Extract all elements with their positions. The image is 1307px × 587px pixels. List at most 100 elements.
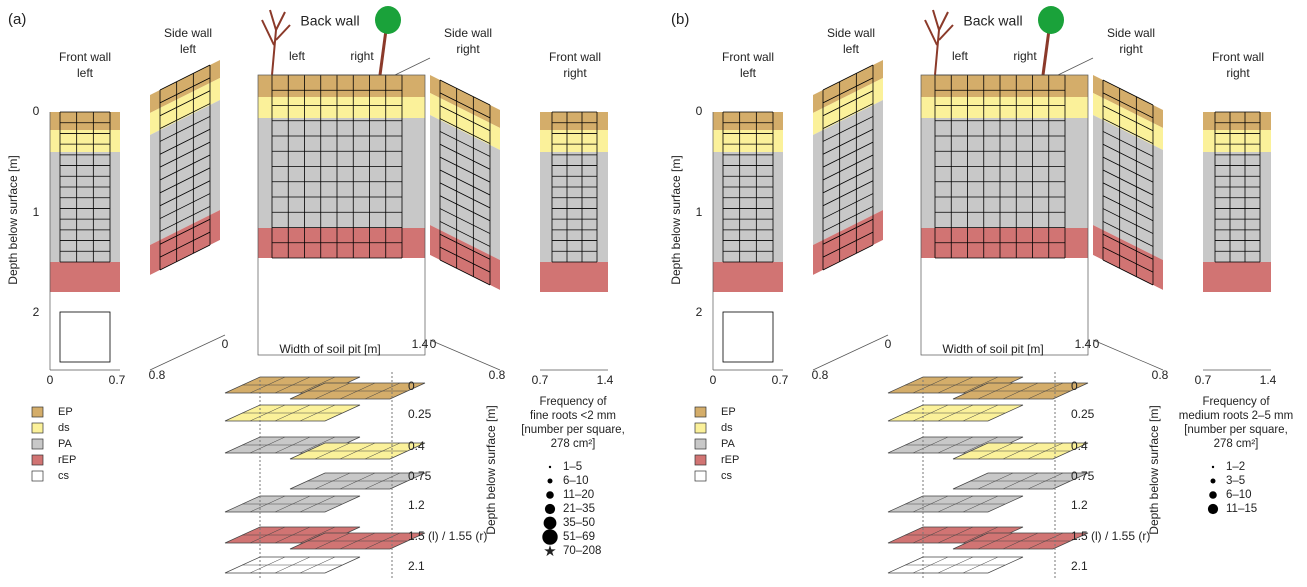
legend-dot [1210, 478, 1216, 484]
soil-band [50, 262, 120, 292]
label: Side wall [1107, 26, 1155, 40]
label: left [289, 49, 306, 63]
grid-line [822, 154, 874, 181]
label: 11–20 [563, 489, 594, 501]
label: cs [721, 470, 733, 482]
grid-line [822, 206, 874, 232]
label: Frequency of [1202, 396, 1270, 408]
connector [1057, 57, 1094, 76]
tree-crown [375, 6, 401, 34]
soil-band [430, 93, 500, 150]
tree-trunk [261, 9, 291, 76]
soil-band [430, 255, 500, 330]
connector [394, 57, 431, 76]
label: 1.4 [1075, 337, 1092, 351]
label: right [350, 49, 374, 63]
label: EP [721, 406, 736, 418]
label: 278 cm²] [1214, 438, 1259, 450]
outline [920, 74, 1089, 356]
label: 0.8 [1152, 368, 1169, 382]
soil-band [540, 262, 608, 292]
grid-line [822, 103, 874, 129]
soil-band [258, 118, 425, 228]
grid-line [1102, 79, 1154, 106]
grid-line [822, 128, 874, 155]
soil-band [1203, 112, 1271, 130]
label: 1.4 [1260, 373, 1277, 387]
label: 1.4 [597, 373, 614, 387]
label: 0 [408, 379, 415, 393]
soil-band [813, 60, 883, 113]
label: 2.1 [408, 559, 425, 573]
grid-box [722, 311, 774, 363]
label: 21–35 [563, 503, 595, 515]
label: Depth below surface [m] [6, 155, 20, 284]
panel: (b) Front wall left Side wall left Back wall l… [669, 6, 1293, 580]
grid-line [822, 231, 874, 258]
label: Back wall [963, 13, 1022, 29]
grid-line [439, 182, 491, 209]
grid-line [159, 180, 211, 207]
label: 0.8 [489, 368, 506, 382]
soil-band [540, 112, 608, 130]
label: Depth below surface [m] [669, 155, 683, 284]
soil-band [921, 75, 1088, 97]
soil-band [1203, 130, 1271, 152]
label: 0 [33, 104, 40, 118]
grid-line [439, 221, 491, 247]
label: 0 [430, 337, 437, 351]
soil-band [921, 97, 1088, 118]
soil-band [713, 112, 783, 130]
soil-band [1203, 262, 1271, 292]
label: 0 [222, 337, 229, 351]
label: 0 [1071, 379, 1078, 393]
label: [number per square, [1184, 424, 1288, 436]
grid-line [159, 141, 211, 168]
grid-line [1102, 105, 1154, 132]
grid-line [439, 131, 491, 157]
label: 51–69 [563, 531, 595, 543]
tree-trunk [924, 9, 954, 76]
grid-line [439, 195, 491, 222]
tree-trunk [1041, 29, 1051, 76]
grid-line [822, 77, 874, 104]
label: 1.5 (l) / 1.55 (r) [1071, 529, 1150, 543]
legend-dot [544, 503, 556, 515]
label: 1.2 [1071, 498, 1088, 512]
label: EP [58, 406, 73, 418]
grid-line [159, 116, 211, 142]
label: 2.1 [1071, 559, 1088, 573]
label: 0.7 [109, 373, 126, 387]
soil-band [430, 115, 500, 260]
axis [812, 334, 889, 371]
grid-line [822, 244, 874, 271]
outline [257, 74, 426, 356]
axis [429, 339, 501, 371]
legend-dot [546, 491, 554, 499]
legend-dot [547, 478, 553, 484]
soil-band [813, 100, 883, 245]
label: 0 [1093, 337, 1100, 351]
soil-band [258, 258, 425, 355]
label: 3–5 [1226, 475, 1245, 487]
label: 0.75 [1071, 469, 1095, 483]
grid-line [822, 193, 874, 219]
grid-line [439, 233, 491, 260]
grid-line [822, 180, 874, 207]
grid-line [439, 143, 491, 170]
label: 1.5 (l) / 1.55 (r) [408, 529, 487, 543]
tree-trunk [378, 29, 388, 76]
label: 1–5 [563, 461, 582, 473]
legend-swatch [31, 470, 44, 482]
soil-band [258, 97, 425, 118]
grid-line [159, 206, 211, 232]
label: 0.4 [1071, 439, 1088, 453]
label: Side wall [827, 26, 875, 40]
label: 0.8 [149, 368, 166, 382]
legend-swatch [31, 422, 44, 434]
soil-band [1093, 225, 1163, 290]
legend-star: ★ [543, 543, 556, 560]
grid-line [1102, 92, 1154, 119]
legend-swatch [694, 422, 707, 434]
label: right [1013, 49, 1037, 63]
